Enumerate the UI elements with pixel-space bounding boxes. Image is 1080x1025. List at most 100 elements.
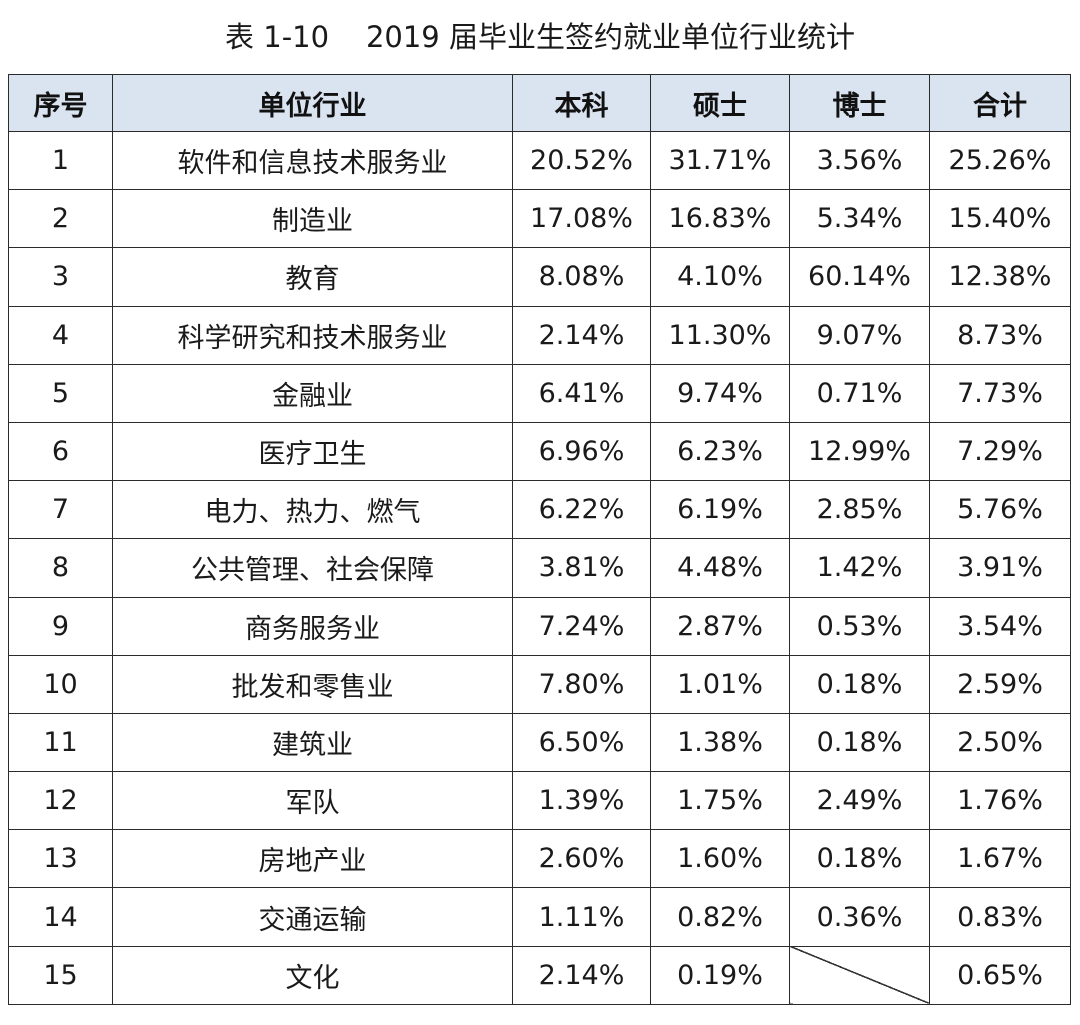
cell-serial-number: 14	[8, 887, 113, 947]
cell-master: 4.48%	[650, 538, 790, 598]
cell-serial-number: 1	[8, 130, 113, 191]
header-industry: 单位行业	[112, 74, 513, 132]
table-caption: 表 1-10 2019 届毕业生签约就业单位行业统计	[225, 20, 855, 54]
cell-total: 15.40%	[929, 189, 1071, 249]
cell-industry: 批发和零售业	[112, 654, 513, 714]
cell-serial-number: 2	[8, 189, 113, 249]
cell-bachelor: 2.14%	[512, 945, 651, 1005]
cell-doctor: 9.07%	[789, 305, 930, 365]
cell-total: 2.50%	[929, 712, 1071, 773]
cell-doctor: 60.14%	[789, 247, 930, 307]
cell-serial-number: 12	[8, 771, 113, 831]
cell-master: 0.19%	[650, 945, 790, 1005]
cell-industry: 制造业	[112, 189, 513, 249]
cell-industry: 房地产业	[112, 829, 513, 889]
table-row: 4 科学研究和技术服务业 2.14% 11.30% 9.07% 8.73%	[8, 305, 1071, 365]
cell-bachelor: 1.11%	[512, 887, 651, 947]
cell-master: 1.01%	[650, 654, 790, 714]
cell-total: 12.38%	[929, 247, 1071, 307]
header-total: 合计	[929, 74, 1071, 132]
industry-statistics-table: 序号 单位行业 本科 硕士 博士 合计 1 软件和信息技术服务业 20.52% …	[8, 74, 1071, 1005]
cell-total: 0.65%	[929, 945, 1071, 1005]
cell-industry: 医疗卫生	[112, 421, 513, 482]
table-row: 12 军队 1.39% 1.75% 2.49% 1.76%	[8, 771, 1071, 831]
table-row: 11 建筑业 6.50% 1.38% 0.18% 2.50%	[8, 712, 1071, 773]
cell-bachelor: 20.52%	[512, 130, 651, 191]
cell-industry: 交通运输	[112, 887, 513, 947]
cell-master: 9.74%	[650, 363, 790, 423]
cell-doctor: 12.99%	[789, 421, 930, 482]
cell-serial-number: 15	[8, 945, 113, 1005]
cell-doctor: 1.42%	[789, 538, 930, 598]
cell-serial-number: 13	[8, 829, 113, 889]
cell-bachelor: 6.50%	[512, 712, 651, 773]
cell-serial-number: 11	[8, 712, 113, 773]
cell-doctor: 5.34%	[789, 189, 930, 249]
cell-industry: 商务服务业	[112, 596, 513, 656]
cell-master: 6.23%	[650, 421, 790, 482]
cell-bachelor: 7.80%	[512, 654, 651, 714]
cell-master: 6.19%	[650, 480, 790, 540]
table-row: 1 软件和信息技术服务业 20.52% 31.71% 3.56% 25.26%	[8, 130, 1071, 191]
cell-total: 25.26%	[929, 130, 1071, 191]
cell-master: 2.87%	[650, 596, 790, 656]
cell-serial-number: 9	[8, 596, 113, 656]
cell-doctor: 0.71%	[789, 363, 930, 423]
table-row: 13 房地产业 2.60% 1.60% 0.18% 1.67%	[8, 829, 1071, 889]
cell-doctor: 0.36%	[789, 887, 930, 947]
cell-master: 1.60%	[650, 829, 790, 889]
cell-serial-number: 10	[8, 654, 113, 714]
header-bachelor: 本科	[512, 74, 651, 132]
table-row: 15 文化 2.14% 0.19% 0.65%	[8, 945, 1071, 1005]
cell-total: 3.54%	[929, 596, 1071, 656]
cell-industry: 金融业	[112, 363, 513, 423]
cell-total: 7.73%	[929, 363, 1071, 423]
cell-industry: 文化	[112, 945, 513, 1005]
cell-total: 0.83%	[929, 887, 1071, 947]
cell-industry: 军队	[112, 771, 513, 831]
cell-bachelor: 6.41%	[512, 363, 651, 423]
cell-total: 1.67%	[929, 829, 1071, 889]
table-row: 2 制造业 17.08% 16.83% 5.34% 15.40%	[8, 189, 1071, 249]
cell-bachelor: 8.08%	[512, 247, 651, 307]
cell-industry: 公共管理、社会保障	[112, 538, 513, 598]
cell-serial-number: 7	[8, 480, 113, 540]
cell-industry: 软件和信息技术服务业	[112, 130, 513, 191]
table-row: 5 金融业 6.41% 9.74% 0.71% 7.73%	[8, 363, 1071, 423]
cell-master: 16.83%	[650, 189, 790, 249]
cell-total: 5.76%	[929, 480, 1071, 540]
cell-master: 11.30%	[650, 305, 790, 365]
cell-doctor: 0.18%	[789, 654, 930, 714]
header-master: 硕士	[650, 74, 790, 132]
table-row: 9 商务服务业 7.24% 2.87% 0.53% 3.54%	[8, 596, 1071, 656]
table-row: 14 交通运输 1.11% 0.82% 0.36% 0.83%	[8, 887, 1071, 947]
cell-bachelor: 6.96%	[512, 421, 651, 482]
cell-doctor: 0.18%	[789, 712, 930, 773]
cell-bachelor: 2.60%	[512, 829, 651, 889]
cell-total: 7.29%	[929, 421, 1071, 482]
cell-serial-number: 3	[8, 247, 113, 307]
cell-doctor: 2.49%	[789, 771, 930, 831]
header-row: 序号 单位行业 本科 硕士 博士 合计	[8, 74, 1071, 132]
cell-doctor: 2.85%	[789, 480, 930, 540]
cell-master: 1.38%	[650, 712, 790, 773]
cell-master: 1.75%	[650, 771, 790, 831]
cell-industry: 电力、热力、燃气	[112, 480, 513, 540]
cell-bachelor: 7.24%	[512, 596, 651, 656]
header-doctor: 博士	[789, 74, 930, 132]
cell-master: 31.71%	[650, 130, 790, 191]
table-row: 3 教育 8.08% 4.10% 60.14% 12.38%	[8, 247, 1071, 307]
cell-bachelor: 17.08%	[512, 189, 651, 249]
cell-total: 8.73%	[929, 305, 1071, 365]
cell-master: 0.82%	[650, 887, 790, 947]
cell-serial-number: 6	[8, 421, 113, 482]
cell-serial-number: 8	[8, 538, 113, 598]
table-row: 7 电力、热力、燃气 6.22% 6.19% 2.85% 5.76%	[8, 480, 1071, 540]
cell-industry: 科学研究和技术服务业	[112, 305, 513, 365]
cell-serial-number: 4	[8, 305, 113, 365]
cell-bachelor: 2.14%	[512, 305, 651, 365]
cell-doctor-empty-diagonal	[789, 945, 930, 1005]
cell-doctor: 0.53%	[789, 596, 930, 656]
cell-doctor: 3.56%	[789, 130, 930, 191]
table-row: 10 批发和零售业 7.80% 1.01% 0.18% 2.59%	[8, 654, 1071, 714]
